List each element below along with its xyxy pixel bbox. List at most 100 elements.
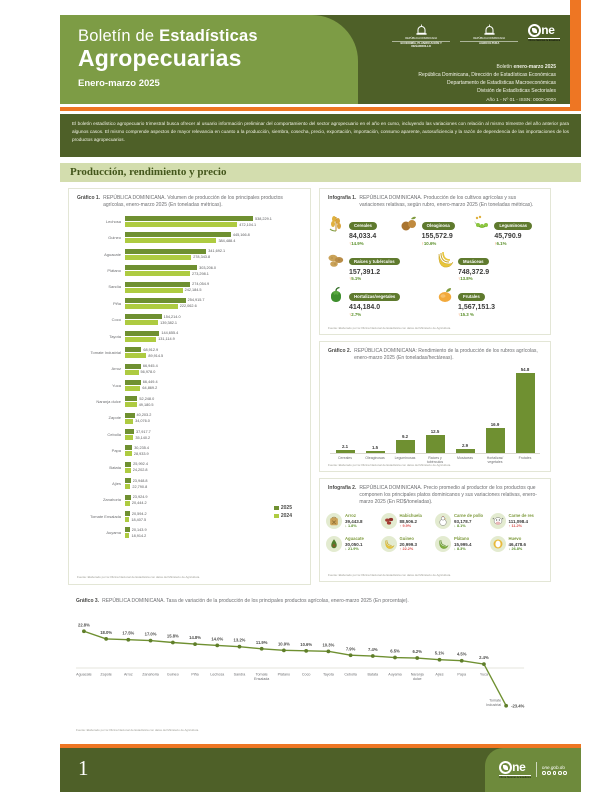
bar-pair: 68,912.9 89,914.5	[125, 347, 302, 359]
bar-value-label: 1.5	[371, 444, 379, 450]
bar-value-label: 273,298.1	[191, 271, 209, 276]
infografia1-items: Cereales 84,033.4 ↑14.9% Oleaginosa 155,572.…	[320, 211, 550, 317]
bar-row: Yuca 66,449.4 64,869.2	[75, 379, 302, 392]
source-note: Fuente: Elaborado por la Oficina Naciona…	[328, 573, 452, 577]
bar-row: Tomate Industrial 68,912.9 89,914.5	[75, 347, 302, 359]
bar-category-label: Sandía	[108, 284, 121, 290]
bar-2024	[125, 287, 183, 293]
bar-row: Tayota 144,655.4 131,114.9	[75, 330, 302, 343]
infografia-item: Musáceas 748,372.9 ↑13.8%	[435, 250, 544, 281]
infografia-item: Cereales 84,033.4 ↑14.9%	[326, 214, 399, 246]
social-icon[interactable]	[563, 771, 567, 775]
bar-2024	[125, 320, 159, 326]
bar-value-label: 144,655.4	[161, 331, 179, 336]
change-percent: 6.1%	[496, 240, 507, 246]
svg-text:15.8%: 15.8%	[167, 634, 179, 639]
svg-text:Coco: Coco	[302, 672, 311, 676]
bar-row: Coco 154,214.0 139,382.1	[75, 314, 302, 326]
social-icon[interactable]	[552, 771, 557, 775]
national-emblem-icon	[484, 24, 495, 35]
bar-pair: 445,166.8 384,488.4	[125, 232, 302, 244]
grafico2-title: Gráfico 2. REPÚBLICA DOMINICANA: Rendimi…	[328, 348, 538, 361]
bar-line: 341,692.1	[125, 248, 302, 254]
source-note: Fuente: Elaborado por la Oficina Naciona…	[76, 728, 200, 732]
infografia-item-body: Carne de res 111,098.4 ↑ 11.2%	[509, 514, 534, 528]
change-percent: 13.8%	[460, 276, 473, 281]
svg-text:Papa: Papa	[457, 672, 467, 676]
social-icon[interactable]	[557, 771, 562, 775]
bar-line: 28,933.9	[125, 451, 302, 457]
svg-text:6.2%: 6.2%	[412, 649, 422, 654]
edition-line: República Dominicana, Dirección de Estad…	[418, 72, 556, 79]
bar-2025	[125, 379, 141, 385]
product-price: 15,995.4	[454, 541, 472, 547]
infografia-item-body: Frutales 1,567,151.3 ↑15.3 %	[458, 285, 495, 317]
bar-value-label: 66,449.4	[142, 380, 158, 385]
bar-line: 472,104.1	[125, 222, 302, 227]
bar-row: Naranja dulce 52,248.0 49,180.5	[75, 396, 302, 408]
bar-value-label: 49,180.5	[138, 402, 154, 407]
up-arrow-icon: ↑	[399, 523, 402, 528]
infografia-item-body: Oleaginosa 155,572.9 ↑10.6%	[421, 214, 455, 246]
price-change: ↑ 22.2%	[399, 546, 414, 551]
intro-paragraph: El boletín estadístico agropecuario trim…	[60, 114, 581, 157]
bar-line: 20,594.2	[125, 511, 302, 517]
bar-value-label: 64,869.2	[142, 386, 158, 391]
bar-pair: 23,948.8 22,790.8	[125, 478, 302, 490]
bar-2025	[125, 314, 162, 320]
bar-value-label: 34,076.0	[135, 419, 150, 424]
up-arrow-icon: ↑	[349, 276, 352, 281]
bar-value-label: 24,202.8	[132, 468, 148, 473]
product-price: 39,443.8	[345, 518, 363, 524]
header-orange-rule	[60, 107, 581, 111]
down-arrow-icon: ↓	[454, 546, 456, 551]
bar-pair: 254,915.7 222,062.6	[125, 297, 302, 310]
product-label: Guineo	[399, 536, 414, 542]
bar	[515, 373, 535, 453]
infografia-item-body: Musáceas 748,372.9 ↑13.8%	[458, 250, 489, 281]
bar-line: 273,298.1	[125, 271, 302, 277]
bar-category-label: Auyama	[106, 530, 121, 536]
source-note: Fuente: Elaborado por la Oficina Naciona…	[328, 326, 452, 330]
rubro-value: 45,790.9	[494, 233, 522, 240]
svg-text:13.2%: 13.2%	[234, 638, 246, 643]
source-note: Fuente: Elaborado por la Oficina Naciona…	[328, 463, 452, 467]
infografia-item: Raíces y tubérculos 157,391.2 ↑5.1%	[326, 250, 435, 281]
tubers-icon	[326, 250, 346, 275]
up-arrow-icon: ↑	[458, 276, 461, 281]
bar-pair: 341,692.1 278,343.8	[125, 248, 302, 261]
bar-value-label: 35,140.2	[135, 435, 151, 440]
bar-column: 16.9	[480, 422, 510, 453]
bar-row: Zanahoria 23,924.9 20,444.2	[75, 494, 302, 507]
social-icon[interactable]	[547, 771, 551, 775]
grafico2-category-labels: Cereales Oleaginosas Leguminosas Raíces y t…	[330, 454, 540, 465]
platano-icon	[435, 536, 451, 552]
bar-pair: 154,214.0 139,382.1	[125, 314, 302, 326]
infografia1-card: Infografía 1. REPÚBLICA DOMINICANA. Prod…	[319, 188, 551, 335]
website-link[interactable]: one.gob.do	[541, 764, 565, 770]
bar-line: 25,992.4	[125, 461, 302, 467]
bar-line: 49,180.5	[125, 402, 302, 408]
title-period: Enero-marzo 2025	[78, 78, 160, 89]
grafico1-rows: Lechosa 538,229.1 472,104.1 Guineo 445,166.8…	[69, 211, 310, 539]
one-o-icon	[528, 24, 542, 37]
svg-text:Batata: Batata	[367, 672, 379, 676]
bananas-icon	[435, 250, 455, 275]
bar-line: 66,945.4	[125, 363, 302, 369]
infografia-item-body: Habichuela 88,506.2 ↑ 9.9%	[400, 514, 422, 528]
title-line2: Agropecuarias	[78, 45, 242, 71]
social-icon[interactable]	[541, 771, 546, 775]
title-line1: Boletín de Estadísticas	[78, 27, 258, 45]
bar-line: 35,140.2	[125, 435, 302, 441]
bar-line: 445,166.8	[125, 232, 302, 238]
legend-item-2024: 2024	[274, 513, 292, 519]
bar-line: 222,062.6	[125, 303, 302, 309]
svg-text:7.4%: 7.4%	[368, 647, 378, 652]
bar-line: 144,655.4	[125, 330, 302, 336]
legume-pod-icon	[471, 214, 491, 239]
svg-text:2.4%: 2.4%	[479, 655, 489, 660]
infografia-item-body: Arroz 39,443.8 ↓ 1.8%	[345, 514, 363, 528]
bar-pair: 40,203.2 34,076.0	[125, 412, 302, 425]
bar-2025	[125, 461, 132, 467]
bar-2024	[125, 303, 178, 309]
